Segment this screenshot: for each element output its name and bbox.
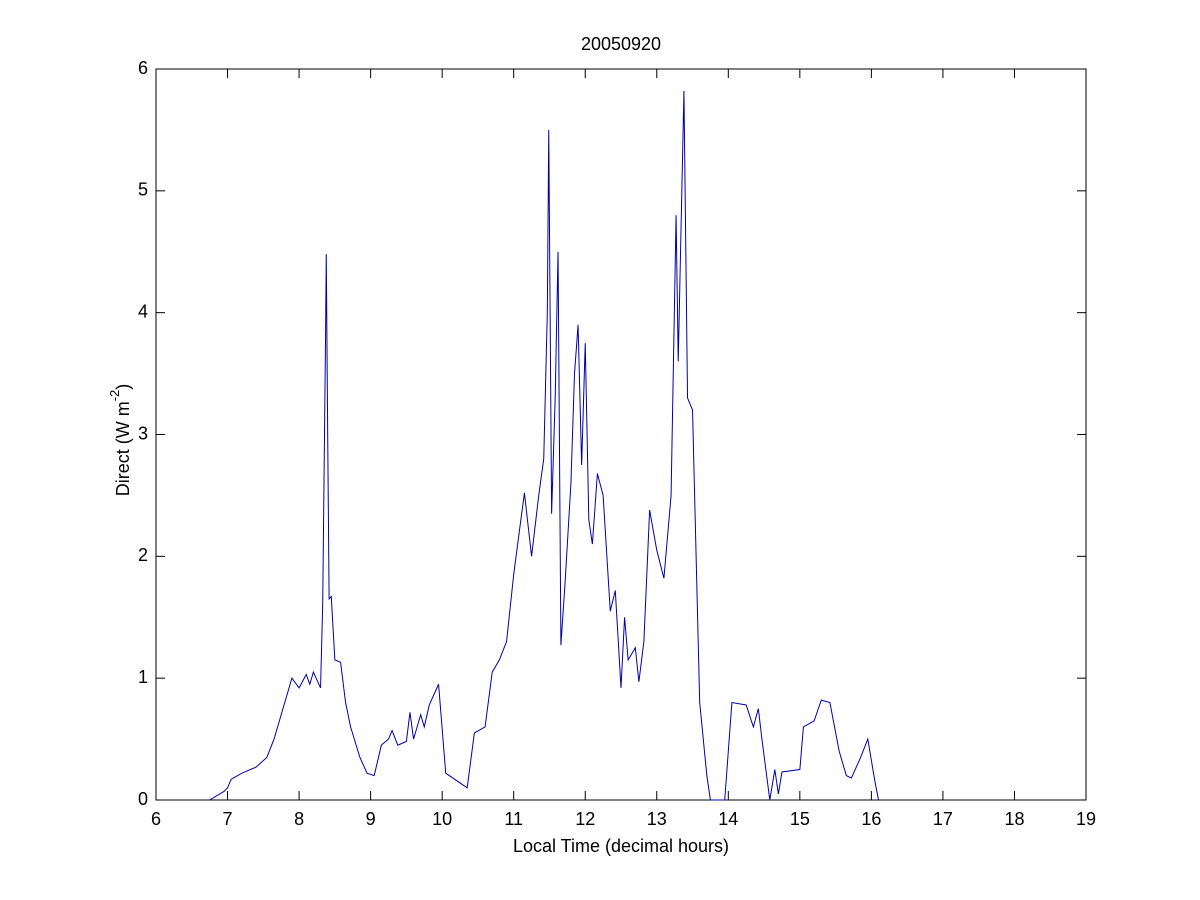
x-tick-label: 9 xyxy=(366,809,376,829)
x-tick-label: 18 xyxy=(1004,809,1024,829)
y-tick-label: 3 xyxy=(138,423,148,443)
x-tick-label: 16 xyxy=(861,809,881,829)
y-tick-label: 5 xyxy=(138,180,148,200)
y-tick-label: 2 xyxy=(138,545,148,565)
x-tick-label: 13 xyxy=(647,809,667,829)
x-tick-label: 11 xyxy=(504,809,523,829)
x-tick-label: 8 xyxy=(294,809,304,829)
x-tick-label: 15 xyxy=(790,809,810,829)
x-tick-label: 10 xyxy=(432,809,452,829)
y-tick-label: 0 xyxy=(138,789,148,809)
x-tick-label: 17 xyxy=(933,809,953,829)
chart-title: 20050920 xyxy=(581,34,661,54)
y-label-superscript: -2 xyxy=(107,390,122,402)
data-line xyxy=(209,90,880,801)
y-tick-label: 4 xyxy=(138,301,148,321)
x-tick-label: 14 xyxy=(718,809,738,829)
x-tick-label: 7 xyxy=(223,809,233,829)
y-label-text: Direct (W m xyxy=(113,401,133,496)
x-tick-label: 6 xyxy=(151,809,161,829)
y-label-text: ) xyxy=(113,384,133,390)
x-axis-label: Local Time (decimal hours) xyxy=(513,836,729,856)
x-tick-label: 12 xyxy=(575,809,595,829)
y-tick-label: 1 xyxy=(138,667,148,687)
y-axis-label: Direct (W m-2) xyxy=(107,384,132,497)
x-tick-label: 19 xyxy=(1076,809,1096,829)
y-tick-label: 6 xyxy=(138,58,148,78)
